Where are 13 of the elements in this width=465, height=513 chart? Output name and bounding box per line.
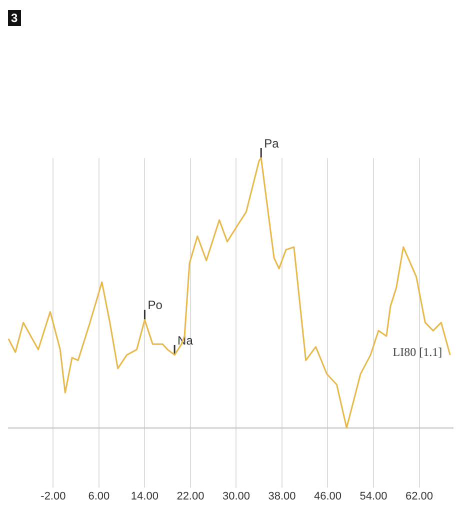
annotation: Po [148,298,163,312]
x-tick-label: -2.00 [40,490,66,502]
text: 3 [8,10,21,26]
x-tick-label: 38.00 [268,490,296,502]
series-label: LI80 [1.1] [392,345,442,360]
x-tick-label: 6.00 [88,490,110,502]
x-tick-label: 22.00 [176,490,204,502]
x-tick-label: 14.00 [130,490,158,502]
x-tick-label: 30.00 [222,490,250,502]
x-tick-label: 62.00 [405,490,434,502]
x-tick-label: 54.00 [360,490,388,502]
annotation: Pa [264,136,280,150]
x-tick-label: 46.00 [314,490,342,502]
